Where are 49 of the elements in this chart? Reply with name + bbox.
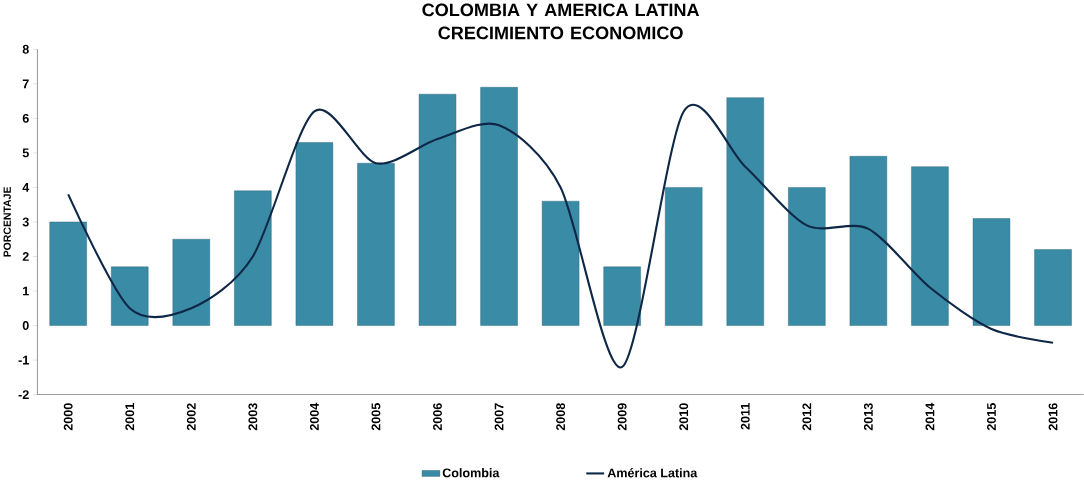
y-tick-label: 8 [22, 44, 29, 54]
x-tick-label: 2002 [186, 403, 196, 431]
y-tick-label: 0 [22, 321, 29, 330]
bar [849, 156, 888, 326]
x-tick-label: 2000 [63, 403, 73, 431]
bar [788, 187, 826, 326]
y-tick-label: 1 [23, 286, 29, 296]
y-tick-label: 3 [22, 217, 29, 227]
x-tick-label: 2014 [925, 402, 935, 431]
x-tick-label: 2007 [494, 403, 504, 431]
x-tick-label: 2001 [125, 403, 135, 431]
y-axis-title: PORCENTAJE [3, 186, 11, 257]
x-tick-label: 2009 [617, 403, 627, 431]
y-tick-label: -1 [18, 355, 29, 365]
bar [726, 97, 764, 326]
y-tick-label: 2 [22, 252, 29, 261]
x-tick-label: 2011 [740, 403, 750, 430]
bar [234, 190, 272, 326]
y-tick-label: -2 [18, 390, 29, 399]
y-tick-label: 5 [22, 148, 29, 158]
y-tick-label: 7 [22, 79, 29, 89]
x-tick-label: 2005 [371, 403, 381, 431]
x-tick-label: 2008 [556, 403, 566, 431]
x-tick-label: 2010 [679, 403, 689, 431]
bar [603, 266, 641, 326]
x-tick-label: 2004 [309, 402, 319, 431]
x-tick-label: 2012 [802, 403, 812, 431]
y-tick-label: 6 [22, 113, 29, 123]
bar [972, 218, 1011, 326]
bar [541, 201, 580, 326]
bar [418, 93, 457, 326]
bar [111, 266, 149, 326]
chart-title: COLOMBIA Y AMERICA LATINA CRECIMIENTO ECONOMICO [422, 3, 700, 40]
legend-label: América Latina [607, 468, 698, 478]
x-tick-label: 2015 [987, 403, 996, 431]
bar [480, 87, 518, 326]
x-tick-label: 2016 [1048, 403, 1058, 431]
bar [357, 163, 395, 326]
x-tick-label: 2013 [863, 403, 873, 431]
y-tick-label: 4 [22, 183, 30, 192]
bar [665, 187, 703, 326]
x-tick-label: 2003 [248, 403, 258, 431]
bar [49, 221, 87, 326]
bar [911, 166, 949, 326]
x-tick-label: 2006 [433, 403, 442, 431]
bar [1034, 249, 1072, 326]
legend-label: Colombia [442, 468, 500, 478]
bar [295, 142, 334, 326]
bar [172, 239, 210, 326]
